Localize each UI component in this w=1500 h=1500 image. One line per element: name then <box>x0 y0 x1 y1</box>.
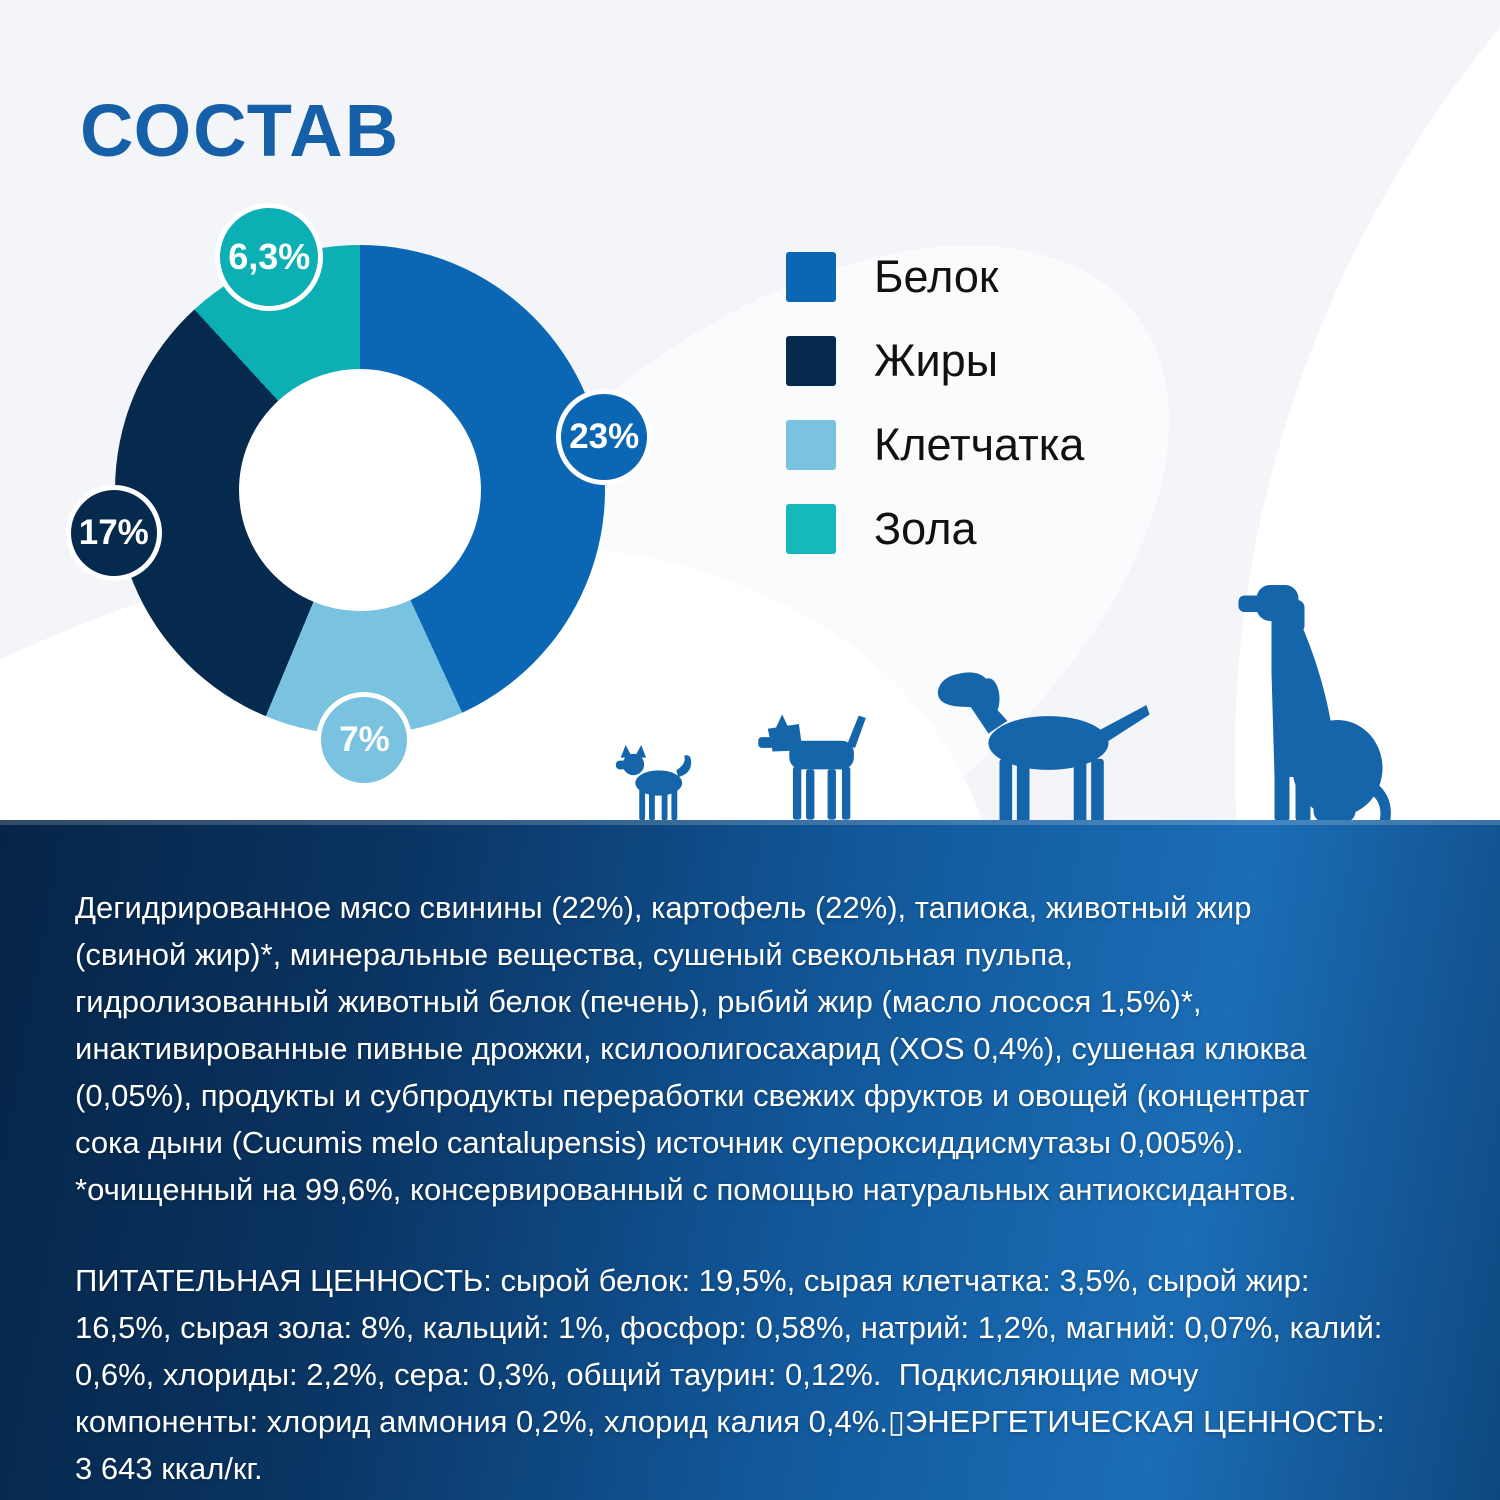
chart-legend: Белок Жиры Клетчатка Зола <box>786 251 1085 588</box>
nutrition-text: ПИТАТЕЛЬНАЯ ЦЕННОСТЬ: сырой белок: 19,5%… <box>75 1257 1430 1492</box>
ingredients-line: сока дыни (Cucumis melo cantalupensis) и… <box>75 1125 1244 1160</box>
donut-hole <box>239 369 481 611</box>
legend-item-ash: Зола <box>786 503 1084 554</box>
composition-section: СОСТАВ 23% 7% 17% 6,3% Белок Жиры Клетча… <box>0 0 1500 820</box>
ash-bubble: 6,3% <box>215 203 324 312</box>
dog-silhouette-large-icon <box>1238 582 1404 820</box>
ingredients-line: (0,05%), продукты и субпродукты перерабо… <box>75 1078 1310 1113</box>
protein-bubble: 23% <box>556 388 653 485</box>
dog-silhouette-toy-icon <box>600 744 698 820</box>
legend-label-protein: Белок <box>874 251 999 302</box>
ingredients-text: Дегидрированное мясо свинины (22%), карт… <box>75 884 1430 1213</box>
legend-swatch-ash-icon <box>786 504 836 554</box>
legend-label-fiber: Клетчатка <box>874 419 1085 470</box>
ingredients-line: гидролизованный животный белок (печень),… <box>75 984 1202 1019</box>
legend-item-protein: Белок <box>786 251 1084 302</box>
ingredients-line: Дегидрированное мясо свинины (22%), карт… <box>75 890 1252 925</box>
legend-swatch-fiber-icon <box>786 420 836 470</box>
dog-size-row <box>0 520 1500 820</box>
nutrition-line: компоненты: хлорид аммония 0,2%, хлорид … <box>75 1404 1385 1439</box>
legend-label-fat: Жиры <box>874 335 999 386</box>
legend-item-fat: Жиры <box>786 335 1084 386</box>
dog-silhouette-medium-icon <box>928 664 1150 820</box>
ingredients-line: (свиной жир)*, минеральные вещества, суш… <box>75 937 1074 972</box>
nutrition-line: 0,6%, хлориды: 2,2%, сера: 0,3%, общий т… <box>75 1357 1199 1392</box>
page-title: СОСТАВ <box>80 89 401 172</box>
legend-item-fiber: Клетчатка <box>786 419 1085 470</box>
ingredients-line: инактивированные пивные дрожжи, ксилооли… <box>75 1031 1307 1066</box>
nutrition-line: ПИТАТЕЛЬНАЯ ЦЕННОСТЬ: сырой белок: 19,5%… <box>75 1263 1310 1298</box>
dog-silhouette-small-icon <box>758 712 890 820</box>
info-panel: Дегидрированное мясо свинины (22%), карт… <box>0 820 1500 1500</box>
ingredients-line: *очищенный на 99,6%, консервированный с … <box>75 1172 1297 1207</box>
nutrition-line: 3 643 ккал/кг. <box>75 1451 263 1486</box>
nutrition-line: 16,5%, сырая зола: 8%, кальций: 1%, фосф… <box>75 1310 1383 1345</box>
fat-bubble: 17% <box>65 485 162 582</box>
legend-label-ash: Зола <box>874 503 977 554</box>
donut-chart-wrap: 23% 7% 17% 6,3% <box>65 203 653 788</box>
legend-swatch-fat-icon <box>786 336 836 386</box>
legend-swatch-protein-icon <box>786 252 836 302</box>
fiber-bubble: 7% <box>316 691 413 788</box>
